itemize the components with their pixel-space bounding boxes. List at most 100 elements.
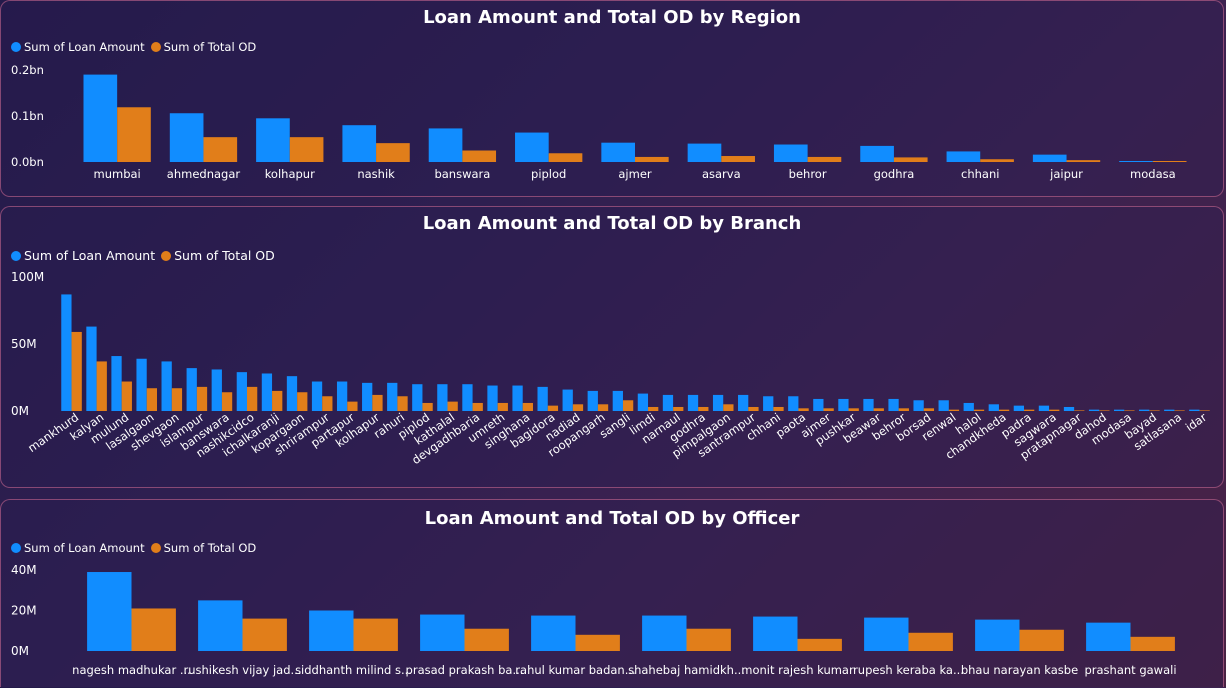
loan-amount-bar[interactable] xyxy=(261,373,273,411)
legend-item-od[interactable]: Sum of Total OD xyxy=(161,248,275,263)
officer-chart-legend[interactable]: Sum of Loan Amount Sum of Total OD xyxy=(11,541,262,555)
loan-amount-bar[interactable] xyxy=(662,394,674,411)
total-od-bar[interactable] xyxy=(622,400,634,411)
loan-amount-bar[interactable] xyxy=(1088,409,1100,411)
total-od-bar[interactable] xyxy=(1024,409,1035,411)
loan-amount-bar[interactable] xyxy=(788,396,799,411)
total-od-bar[interactable] xyxy=(1099,410,1110,411)
total-od-bar[interactable] xyxy=(196,386,208,411)
loan-amount-bar[interactable] xyxy=(1139,409,1150,411)
total-od-bar[interactable] xyxy=(908,632,953,651)
loan-amount-bar[interactable] xyxy=(963,402,974,411)
loan-amount-bar[interactable] xyxy=(1032,154,1067,162)
loan-amount-bar[interactable] xyxy=(512,385,523,411)
total-od-bar[interactable] xyxy=(597,404,609,411)
loan-amount-bar[interactable] xyxy=(311,381,323,411)
total-od-bar[interactable] xyxy=(221,392,233,411)
total-od-bar[interactable] xyxy=(773,406,784,411)
total-od-bar[interactable] xyxy=(462,150,497,163)
total-od-bar[interactable] xyxy=(1152,161,1187,162)
total-od-bar[interactable] xyxy=(797,638,842,651)
total-od-bar[interactable] xyxy=(397,396,408,411)
loan-amount-bar[interactable] xyxy=(687,394,699,411)
total-od-bar[interactable] xyxy=(246,386,258,411)
loan-amount-bar[interactable] xyxy=(601,142,635,162)
total-od-bar[interactable] xyxy=(447,401,458,411)
total-od-bar[interactable] xyxy=(575,634,620,651)
total-od-bar[interactable] xyxy=(893,157,928,162)
branch-bar-chart[interactable]: 100M50M0Mmankhurdkalyanmulundlasalgaonsh… xyxy=(1,207,1225,489)
loan-amount-bar[interactable] xyxy=(863,398,874,411)
total-od-bar[interactable] xyxy=(171,388,183,411)
loan-amount-bar[interactable] xyxy=(286,376,298,411)
loan-amount-bar[interactable] xyxy=(712,394,724,411)
total-od-bar[interactable] xyxy=(673,406,684,411)
total-od-bar[interactable] xyxy=(1066,160,1101,162)
total-od-bar[interactable] xyxy=(353,618,398,651)
loan-amount-bar[interactable] xyxy=(161,361,172,411)
total-od-bar[interactable] xyxy=(522,402,533,411)
legend-item-loan[interactable]: Sum of Loan Amount xyxy=(11,248,155,263)
loan-amount-bar[interactable] xyxy=(1119,161,1153,162)
total-od-bar[interactable] xyxy=(1124,410,1135,411)
total-od-bar[interactable] xyxy=(131,608,176,651)
total-od-bar[interactable] xyxy=(242,618,287,651)
total-od-bar[interactable] xyxy=(322,396,333,411)
total-od-bar[interactable] xyxy=(96,361,107,411)
loan-amount-bar[interactable] xyxy=(1063,406,1075,411)
total-od-bar[interactable] xyxy=(372,394,383,411)
loan-amount-bar[interactable] xyxy=(587,390,598,411)
total-od-bar[interactable] xyxy=(648,406,659,411)
loan-amount-bar[interactable] xyxy=(61,294,72,411)
total-od-bar[interactable] xyxy=(898,408,909,411)
total-od-bar[interactable] xyxy=(1199,410,1210,411)
total-od-bar[interactable] xyxy=(71,331,82,411)
loan-amount-bar[interactable] xyxy=(86,326,97,411)
total-od-bar[interactable] xyxy=(464,628,509,651)
legend-item-od[interactable]: Sum of Total OD xyxy=(150,541,256,555)
total-od-bar[interactable] xyxy=(1149,410,1160,411)
loan-amount-bar[interactable] xyxy=(437,384,448,411)
loan-amount-bar[interactable] xyxy=(462,384,473,411)
total-od-bar[interactable] xyxy=(723,404,734,411)
loan-amount-bar[interactable] xyxy=(428,128,463,162)
total-od-bar[interactable] xyxy=(121,381,132,411)
total-od-bar[interactable] xyxy=(748,406,759,411)
total-od-bar[interactable] xyxy=(798,408,809,411)
loan-amount-bar[interactable] xyxy=(198,600,243,651)
loan-amount-bar[interactable] xyxy=(988,404,999,411)
total-od-bar[interactable] xyxy=(873,408,884,411)
total-od-bar[interactable] xyxy=(1019,629,1064,651)
total-od-bar[interactable] xyxy=(807,156,842,162)
loan-amount-bar[interactable] xyxy=(111,356,122,411)
branch-chart-legend[interactable]: Sum of Loan Amount Sum of Total OD xyxy=(11,248,281,263)
loan-amount-bar[interactable] xyxy=(1189,409,1200,411)
loan-amount-bar[interactable] xyxy=(1164,409,1175,411)
loan-amount-bar[interactable] xyxy=(336,381,348,411)
loan-amount-bar[interactable] xyxy=(412,384,423,411)
total-od-bar[interactable] xyxy=(572,404,584,411)
loan-amount-bar[interactable] xyxy=(753,616,798,651)
loan-amount-bar[interactable] xyxy=(975,619,1020,651)
total-od-bar[interactable] xyxy=(347,401,358,411)
loan-amount-bar[interactable] xyxy=(938,400,949,411)
total-od-bar[interactable] xyxy=(1130,636,1175,651)
loan-amount-bar[interactable] xyxy=(738,394,749,411)
total-od-bar[interactable] xyxy=(635,156,669,162)
total-od-bar[interactable] xyxy=(1074,410,1085,411)
loan-amount-bar[interactable] xyxy=(1113,409,1125,411)
total-od-bar[interactable] xyxy=(146,388,158,411)
loan-amount-bar[interactable] xyxy=(186,368,197,411)
loan-amount-bar[interactable] xyxy=(362,382,373,411)
legend-item-od[interactable]: Sum of Total OD xyxy=(150,40,256,54)
loan-amount-bar[interactable] xyxy=(236,372,247,411)
loan-amount-bar[interactable] xyxy=(763,396,774,411)
loan-amount-bar[interactable] xyxy=(642,615,687,651)
total-od-bar[interactable] xyxy=(848,408,859,411)
loan-amount-bar[interactable] xyxy=(1013,405,1025,411)
total-od-bar[interactable] xyxy=(297,392,308,411)
loan-amount-bar[interactable] xyxy=(913,400,924,411)
total-od-bar[interactable] xyxy=(721,156,755,162)
total-od-bar[interactable] xyxy=(923,408,935,411)
total-od-bar[interactable] xyxy=(272,390,283,411)
